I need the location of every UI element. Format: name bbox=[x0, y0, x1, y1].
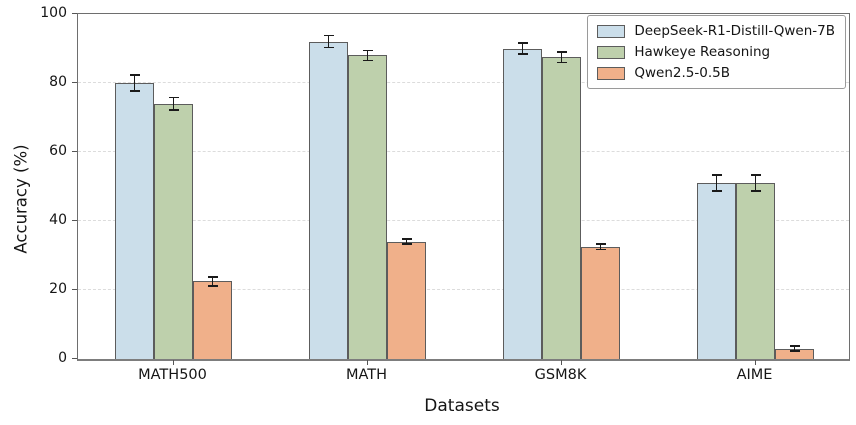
error-bar-cap bbox=[207, 276, 218, 278]
error-bar bbox=[793, 345, 796, 353]
error-bar-cap bbox=[129, 89, 140, 92]
x-tick-label: GSM8K bbox=[534, 367, 587, 383]
error-bar-cap bbox=[517, 53, 528, 55]
gridline bbox=[78, 82, 849, 83]
x-tick-mark bbox=[172, 360, 174, 365]
x-tick-label: AIME bbox=[736, 367, 773, 383]
y-tick-mark bbox=[72, 288, 77, 290]
x-tick-label: MATH500 bbox=[138, 367, 207, 383]
y-tick-label: 40 bbox=[49, 212, 67, 228]
legend-item: Hawkeye Reasoning bbox=[597, 44, 835, 60]
error-bar-cap bbox=[362, 59, 373, 62]
error-bar-cap bbox=[401, 238, 412, 240]
legend-swatch bbox=[597, 66, 626, 80]
error-bar-cap bbox=[323, 46, 334, 49]
error-bar bbox=[172, 96, 175, 111]
y-tick-label: 80 bbox=[49, 74, 67, 90]
legend-swatch bbox=[597, 24, 626, 38]
gridline bbox=[78, 220, 849, 221]
error-bar bbox=[405, 238, 408, 246]
error-bar-cap bbox=[207, 284, 218, 287]
y-tick-mark bbox=[72, 81, 77, 83]
x-tick-mark bbox=[366, 360, 368, 365]
y-axis-label: Accuracy (%) bbox=[11, 144, 31, 254]
bar bbox=[581, 246, 620, 359]
y-tick-mark bbox=[72, 357, 77, 359]
error-bar bbox=[599, 243, 602, 251]
bar bbox=[387, 241, 426, 359]
error-bar-cap bbox=[401, 243, 412, 246]
x-axis-label: Datasets bbox=[424, 396, 500, 416]
bar bbox=[309, 41, 348, 359]
error-bar-cap bbox=[789, 350, 800, 353]
y-tick-label: 60 bbox=[49, 143, 67, 159]
legend-item: DeepSeek-R1-Distill-Qwen-7B bbox=[597, 23, 835, 39]
error-bar bbox=[211, 276, 214, 287]
bar bbox=[115, 83, 154, 359]
legend-label: DeepSeek-R1-Distill-Qwen-7B bbox=[634, 23, 835, 39]
error-bar-cap bbox=[750, 174, 761, 177]
y-tick-mark bbox=[72, 150, 77, 152]
error-bar bbox=[327, 34, 330, 49]
error-bar-cap bbox=[517, 42, 528, 44]
legend-item: Qwen2.5-0.5B bbox=[597, 65, 835, 81]
error-bar-cap bbox=[595, 248, 606, 251]
error-bar-cap bbox=[711, 189, 722, 192]
gridline bbox=[78, 289, 849, 290]
error-bar-cap bbox=[168, 96, 179, 99]
error-bar bbox=[715, 174, 718, 192]
gridline bbox=[78, 151, 849, 152]
error-bar-cap bbox=[168, 108, 179, 111]
bar bbox=[193, 281, 232, 359]
error-bar bbox=[560, 50, 563, 64]
y-tick-label: 0 bbox=[58, 350, 67, 366]
legend-label: Qwen2.5-0.5B bbox=[634, 65, 730, 81]
bar bbox=[736, 183, 775, 359]
error-bar bbox=[754, 174, 757, 192]
bar bbox=[503, 48, 542, 359]
legend-swatch bbox=[597, 45, 626, 59]
error-bar bbox=[366, 49, 369, 62]
error-bar bbox=[521, 42, 524, 55]
error-bar-cap bbox=[362, 49, 373, 52]
error-bar-cap bbox=[323, 34, 334, 37]
bar bbox=[542, 57, 581, 359]
y-tick-label: 20 bbox=[49, 281, 67, 297]
error-bar-cap bbox=[556, 50, 567, 53]
bar bbox=[348, 55, 387, 359]
error-bar-cap bbox=[556, 61, 567, 64]
error-bar bbox=[133, 74, 136, 92]
error-bar-cap bbox=[595, 243, 606, 246]
x-tick-label: MATH bbox=[345, 367, 388, 383]
error-bar-cap bbox=[789, 345, 800, 347]
legend: DeepSeek-R1-Distill-Qwen-7B Hawkeye Reaso… bbox=[587, 15, 846, 89]
bar bbox=[154, 103, 193, 359]
y-tick-mark bbox=[72, 12, 77, 14]
y-tick-mark bbox=[72, 219, 77, 221]
error-bar-cap bbox=[129, 74, 140, 77]
bar bbox=[697, 183, 736, 359]
x-tick-mark bbox=[754, 360, 756, 365]
error-bar-cap bbox=[711, 174, 722, 177]
y-tick-label: 100 bbox=[40, 5, 67, 21]
x-tick-mark bbox=[560, 360, 562, 365]
error-bar-cap bbox=[750, 189, 761, 192]
legend-label: Hawkeye Reasoning bbox=[634, 44, 771, 60]
